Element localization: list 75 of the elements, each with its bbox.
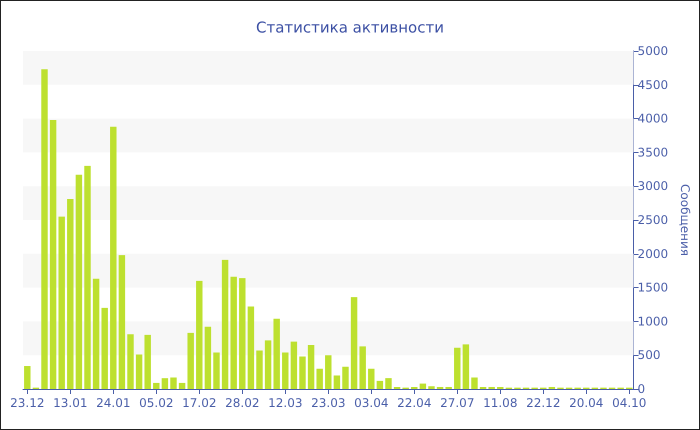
x-tick-label: 03.04 xyxy=(354,396,388,410)
bar xyxy=(67,199,74,389)
bar xyxy=(58,216,65,389)
bar xyxy=(454,348,460,389)
bar xyxy=(273,318,280,389)
bar xyxy=(368,368,375,389)
bar xyxy=(342,366,349,389)
bar xyxy=(308,345,314,389)
bar xyxy=(196,280,203,389)
bar xyxy=(256,350,263,389)
y-tick-label: 4500 xyxy=(638,78,668,92)
bar xyxy=(248,306,254,389)
bar xyxy=(136,354,142,389)
x-tick-label: 20.04 xyxy=(569,396,604,410)
bar xyxy=(101,308,108,389)
bar xyxy=(264,340,272,389)
bar xyxy=(187,332,194,389)
bar xyxy=(76,174,82,389)
x-tick-label: 04.10 xyxy=(612,396,646,410)
bar xyxy=(24,366,31,389)
bar xyxy=(92,278,100,389)
x-tick-label: 17.02 xyxy=(182,396,216,410)
bar xyxy=(376,380,384,389)
bar xyxy=(204,326,212,389)
bar xyxy=(420,384,426,389)
y-tick-label: 5000 xyxy=(638,44,668,58)
y-tick-label: 0 xyxy=(638,382,646,396)
bar xyxy=(170,378,177,389)
bar xyxy=(230,276,237,389)
bar xyxy=(144,334,151,389)
x-tick-label: 13.01 xyxy=(53,396,88,410)
bar xyxy=(290,342,298,389)
bar xyxy=(239,278,246,389)
bar xyxy=(385,378,392,389)
x-tick-label: 22.04 xyxy=(397,396,432,410)
bar xyxy=(213,352,220,389)
x-tick-label: 23.03 xyxy=(311,396,346,410)
bar xyxy=(153,382,160,389)
y-axis-title: Сообщения xyxy=(678,184,692,256)
bar xyxy=(127,334,134,389)
x-tick-label: 24.01 xyxy=(96,396,130,410)
y-tick-label: 1500 xyxy=(638,280,668,295)
y-tick-label: 500 xyxy=(638,348,660,362)
bar xyxy=(110,126,117,389)
bar xyxy=(50,120,56,389)
x-tick-label: 22.12 xyxy=(526,396,560,410)
x-tick-label: 12.03 xyxy=(268,396,302,410)
bar xyxy=(41,69,48,389)
x-tick-label: 11.08 xyxy=(483,396,518,410)
bar xyxy=(282,352,289,389)
chart-title: Статистика активности xyxy=(256,18,444,36)
x-tick-label: 23.12 xyxy=(10,396,44,410)
bar xyxy=(462,344,470,389)
bar xyxy=(334,375,340,389)
bar xyxy=(118,255,126,389)
bar xyxy=(471,378,478,389)
bar xyxy=(84,166,91,389)
y-tick-label: 1000 xyxy=(638,314,668,328)
bar xyxy=(178,382,186,389)
y-tick-label: 2000 xyxy=(638,246,668,261)
y-tick-label: 2500 xyxy=(638,213,668,227)
y-tick-label: 3500 xyxy=(638,145,668,160)
bar xyxy=(350,297,358,389)
y-tick-label: 3000 xyxy=(638,179,668,194)
x-tick-label: 27.07 xyxy=(440,396,474,410)
y-tick-label: 4000 xyxy=(638,112,668,126)
bar xyxy=(222,260,228,389)
bar xyxy=(428,386,435,389)
bar xyxy=(325,355,332,389)
x-tick-label: 05.02 xyxy=(139,396,174,410)
bar xyxy=(299,356,306,389)
x-tick-label: 28.02 xyxy=(225,396,260,410)
bar xyxy=(316,368,323,389)
bar xyxy=(162,378,168,389)
bar xyxy=(359,346,366,389)
